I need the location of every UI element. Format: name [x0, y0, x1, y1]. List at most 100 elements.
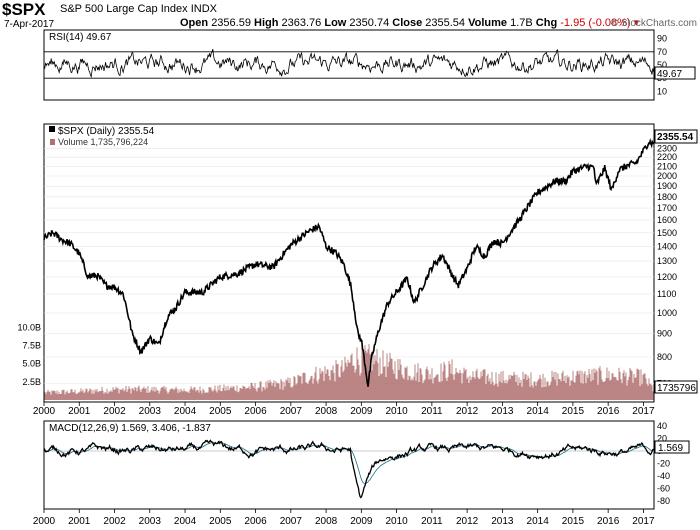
- price-tick-label: 1000: [657, 308, 677, 318]
- x-axis-top: 2000 2001 2002 2003 2004 2005 2006 2007 2008 2009…: [33, 402, 655, 417]
- volume-label: Volume: [468, 17, 508, 29]
- x-tick-label: 2004: [174, 516, 197, 527]
- x-tick-label: 2014: [527, 406, 550, 417]
- rsi-last-box: [654, 66, 696, 80]
- macd-tick-label: 40: [657, 421, 667, 431]
- x-tick-label: 2017: [632, 406, 655, 417]
- x-tick-label: 2007: [280, 406, 303, 417]
- x-axis-bottom: 2000 2001 2002 2003 2004 2005 2006 2007 2008 2009…: [33, 509, 655, 527]
- x-tick-label: 2017: [632, 516, 655, 527]
- x-tick-label: 2000: [33, 516, 56, 527]
- x-tick-label: 2004: [174, 406, 197, 417]
- macd-panel: 40200-20-40-60-80 MACD(12,26,9) 1.569, 3…: [43, 420, 690, 510]
- price-last-value: 2355.54: [657, 132, 694, 143]
- x-tick-label: 2001: [68, 516, 91, 527]
- rsi-tick-label: 50: [657, 60, 667, 70]
- price-tick-label: 2200: [657, 152, 677, 162]
- x-tick-label: 2010: [385, 406, 408, 417]
- chg-value: -1.95 (-0.08%): [560, 17, 631, 29]
- price-legend-marker: [49, 126, 55, 132]
- price-tick-label: 900: [657, 329, 672, 339]
- macd-tick-label: 20: [657, 434, 667, 444]
- price-last-box: [654, 129, 698, 144]
- rsi-frame: [43, 29, 655, 101]
- price-tick-label: 1800: [657, 192, 677, 202]
- exchange: INDX: [190, 3, 217, 15]
- rsi-last-value: 49.67: [657, 69, 682, 80]
- price-line: [43, 137, 655, 387]
- x-tick-label: 2009: [350, 516, 373, 527]
- close-value: 2355.54: [425, 17, 466, 29]
- macd-tick-label: -40: [657, 471, 670, 481]
- volume-tick-label: 7.5B: [22, 340, 41, 350]
- x-tick-label: 2005: [209, 516, 232, 527]
- x-tick-label: 2002: [103, 406, 126, 417]
- price-tick-label: 1200: [657, 272, 677, 282]
- high-label: High: [254, 17, 279, 29]
- description: S&P 500 Large Cap Index INDX: [60, 3, 217, 15]
- x-tick-label: 2015: [562, 406, 585, 417]
- x-tick-label: 2016: [597, 516, 620, 527]
- x-tick-label: 2006: [244, 406, 267, 417]
- rsi-tick-label: 70: [657, 47, 667, 57]
- x-tick-label: 2015: [562, 516, 585, 527]
- down-arrow-icon: ▾: [633, 17, 640, 29]
- chg-label: Chg: [535, 17, 558, 29]
- chart-header: $SPX S&P 500 Large Cap Index INDX 7-Apr-…: [0, 0, 700, 30]
- price-tick-label: 1700: [657, 203, 677, 213]
- volume-last-box: [654, 380, 698, 394]
- x-tick-label: 2012: [456, 516, 479, 527]
- x-tick-label: 2008: [315, 516, 338, 527]
- x-tick-label: 2006: [244, 516, 267, 527]
- x-tick-label: 2013: [491, 516, 514, 527]
- x-tick-label: 2007: [280, 516, 303, 527]
- x-tick-label: 2000: [33, 406, 56, 417]
- symbol: $SPX: [2, 0, 46, 19]
- volume-tick-label: 10.0B: [17, 322, 41, 332]
- price-tick-label: 1900: [657, 181, 677, 191]
- price-tick-label: 2300: [657, 143, 677, 153]
- volume-tick-label: 2.5B: [22, 377, 41, 387]
- price-frame: [43, 123, 655, 403]
- rsi-tick-label: 10: [657, 86, 667, 96]
- quote-date: 7-Apr-2017: [4, 19, 55, 30]
- price-tick-label: 800: [657, 352, 672, 362]
- x-tick-label: 2005: [209, 406, 232, 417]
- watermark: © StockCharts.com: [610, 18, 697, 29]
- volume-tick-label: 5.0B: [22, 359, 41, 369]
- x-tick-label: 2016: [597, 406, 620, 417]
- low-label: Low: [324, 17, 347, 29]
- price-tick-label: 2100: [657, 161, 677, 171]
- low-value: 2350.74: [349, 17, 390, 29]
- macd-label: MACD(12,26,9) 1.569, 3.406, -1.837: [49, 423, 211, 434]
- close-label: Close: [392, 17, 423, 29]
- x-tick-label: 2014: [527, 516, 550, 527]
- x-tick-label: 2013: [491, 406, 514, 417]
- x-tick-label: 2010: [385, 516, 408, 527]
- open-label: Open: [180, 17, 209, 29]
- price-tick-label: 1100: [657, 289, 676, 299]
- rsi-panel: RSI(14) 49.67 9070503010 49.67: [43, 29, 696, 101]
- volume-legend-marker: [50, 139, 55, 145]
- high-value: 2363.76: [281, 17, 322, 29]
- macd-tick-label: -80: [657, 496, 670, 506]
- price-tick-label: 1300: [657, 256, 677, 266]
- macd-line: [43, 439, 654, 499]
- x-tick-label: 2003: [139, 406, 162, 417]
- price-panel: $SPX (Daily) 2355.54 Volume 1,735,796,22…: [17, 123, 698, 403]
- macd-frame: [43, 420, 655, 510]
- volume-label: Volume 1,735,796,224: [58, 137, 148, 147]
- x-tick-label: 2011: [421, 516, 443, 527]
- x-tick-label: 2012: [456, 406, 479, 417]
- volume-last-value: 1735796: [657, 383, 696, 394]
- price-tick-label: 1600: [657, 215, 677, 225]
- x-tick-label: 2001: [68, 406, 91, 417]
- price-tick-label: 2000: [657, 171, 677, 181]
- rsi-line: [43, 48, 654, 79]
- open-value: 2356.59: [211, 17, 251, 29]
- x-tick-label: 2009: [350, 406, 373, 417]
- macd-last-value: 1.569: [658, 443, 683, 454]
- rsi-tick-label: 90: [657, 34, 667, 44]
- x-tick-label: 2008: [315, 406, 338, 417]
